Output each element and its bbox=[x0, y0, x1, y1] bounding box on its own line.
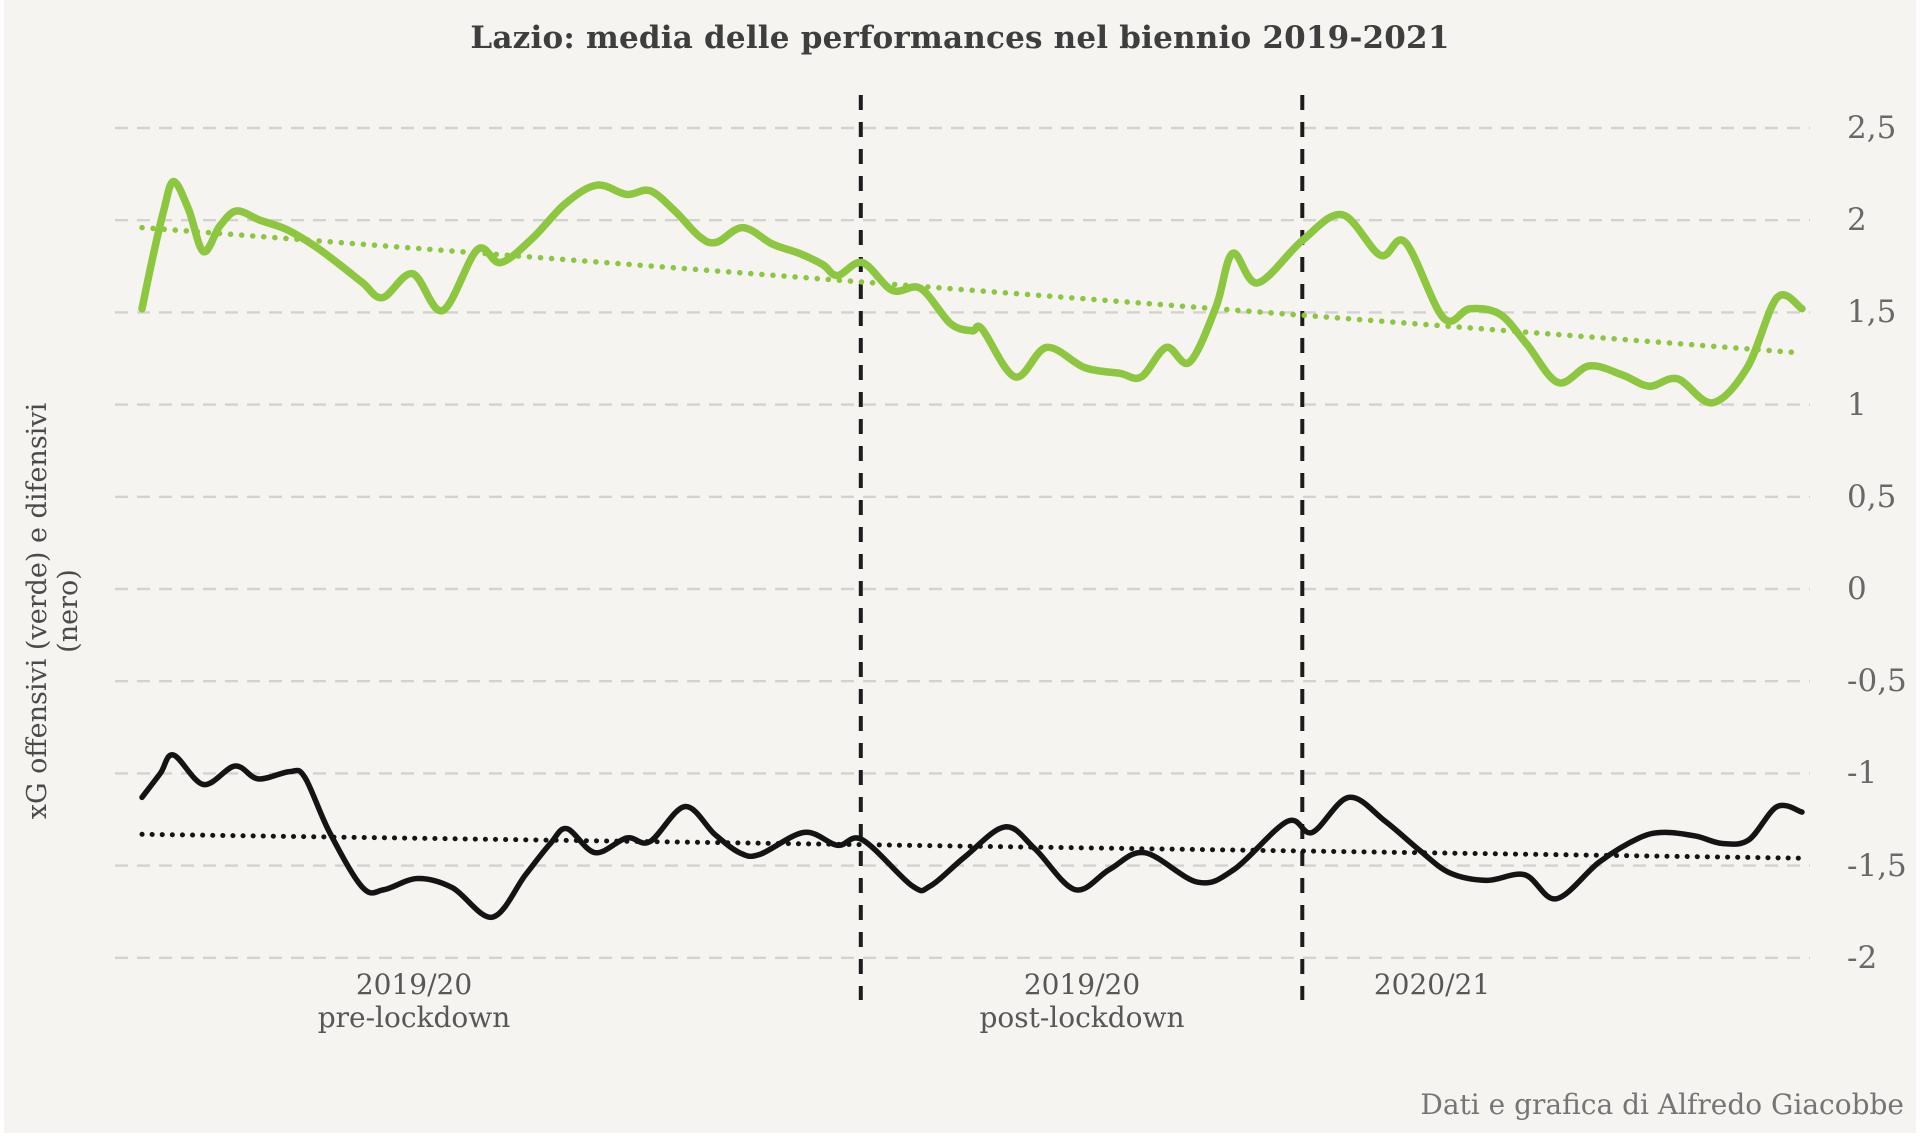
x-section-label: 2019/20 post-lockdown bbox=[912, 968, 1252, 1034]
defensive-xg-line bbox=[139, 752, 1805, 920]
x-section-label: 2020/21 bbox=[1262, 968, 1602, 1001]
defensive-xg-trend bbox=[139, 831, 1805, 861]
y-tick-label: -1,5 bbox=[1847, 848, 1907, 884]
plot-area bbox=[115, 95, 1810, 1000]
y-tick-label: 2,5 bbox=[1847, 110, 1897, 146]
y-tick-label: 0,5 bbox=[1847, 479, 1897, 515]
x-section-label-line2: pre-lockdown bbox=[317, 1001, 511, 1034]
credit-text: Dati e grafica di Alfredo Giacobbe bbox=[1420, 1088, 1904, 1121]
y-tick-label: 1,5 bbox=[1847, 294, 1897, 330]
y-tick-label: -1 bbox=[1847, 755, 1878, 791]
x-section-label-line1: 2019/20 bbox=[355, 968, 473, 1001]
offensive-xg-trend bbox=[139, 224, 1805, 356]
y-tick-label: 0 bbox=[1847, 571, 1867, 607]
y-tick-label: 1 bbox=[1847, 387, 1867, 423]
chart-title: Lazio: media delle performances nel bien… bbox=[470, 20, 1450, 56]
chart-canvas: Lazio: media delle performances nel bien… bbox=[4, 0, 1916, 1133]
x-section-label-line2: post-lockdown bbox=[979, 1001, 1185, 1034]
x-section-label: 2019/20 pre-lockdown bbox=[244, 968, 584, 1034]
x-section-label-line1: 2019/20 bbox=[1023, 968, 1141, 1001]
x-section-label-line1: 2020/21 bbox=[1373, 968, 1491, 1001]
y-tick-label: -2 bbox=[1847, 940, 1878, 976]
y-tick-label: 2 bbox=[1847, 202, 1867, 238]
y-tick-label: -0,5 bbox=[1847, 663, 1907, 699]
